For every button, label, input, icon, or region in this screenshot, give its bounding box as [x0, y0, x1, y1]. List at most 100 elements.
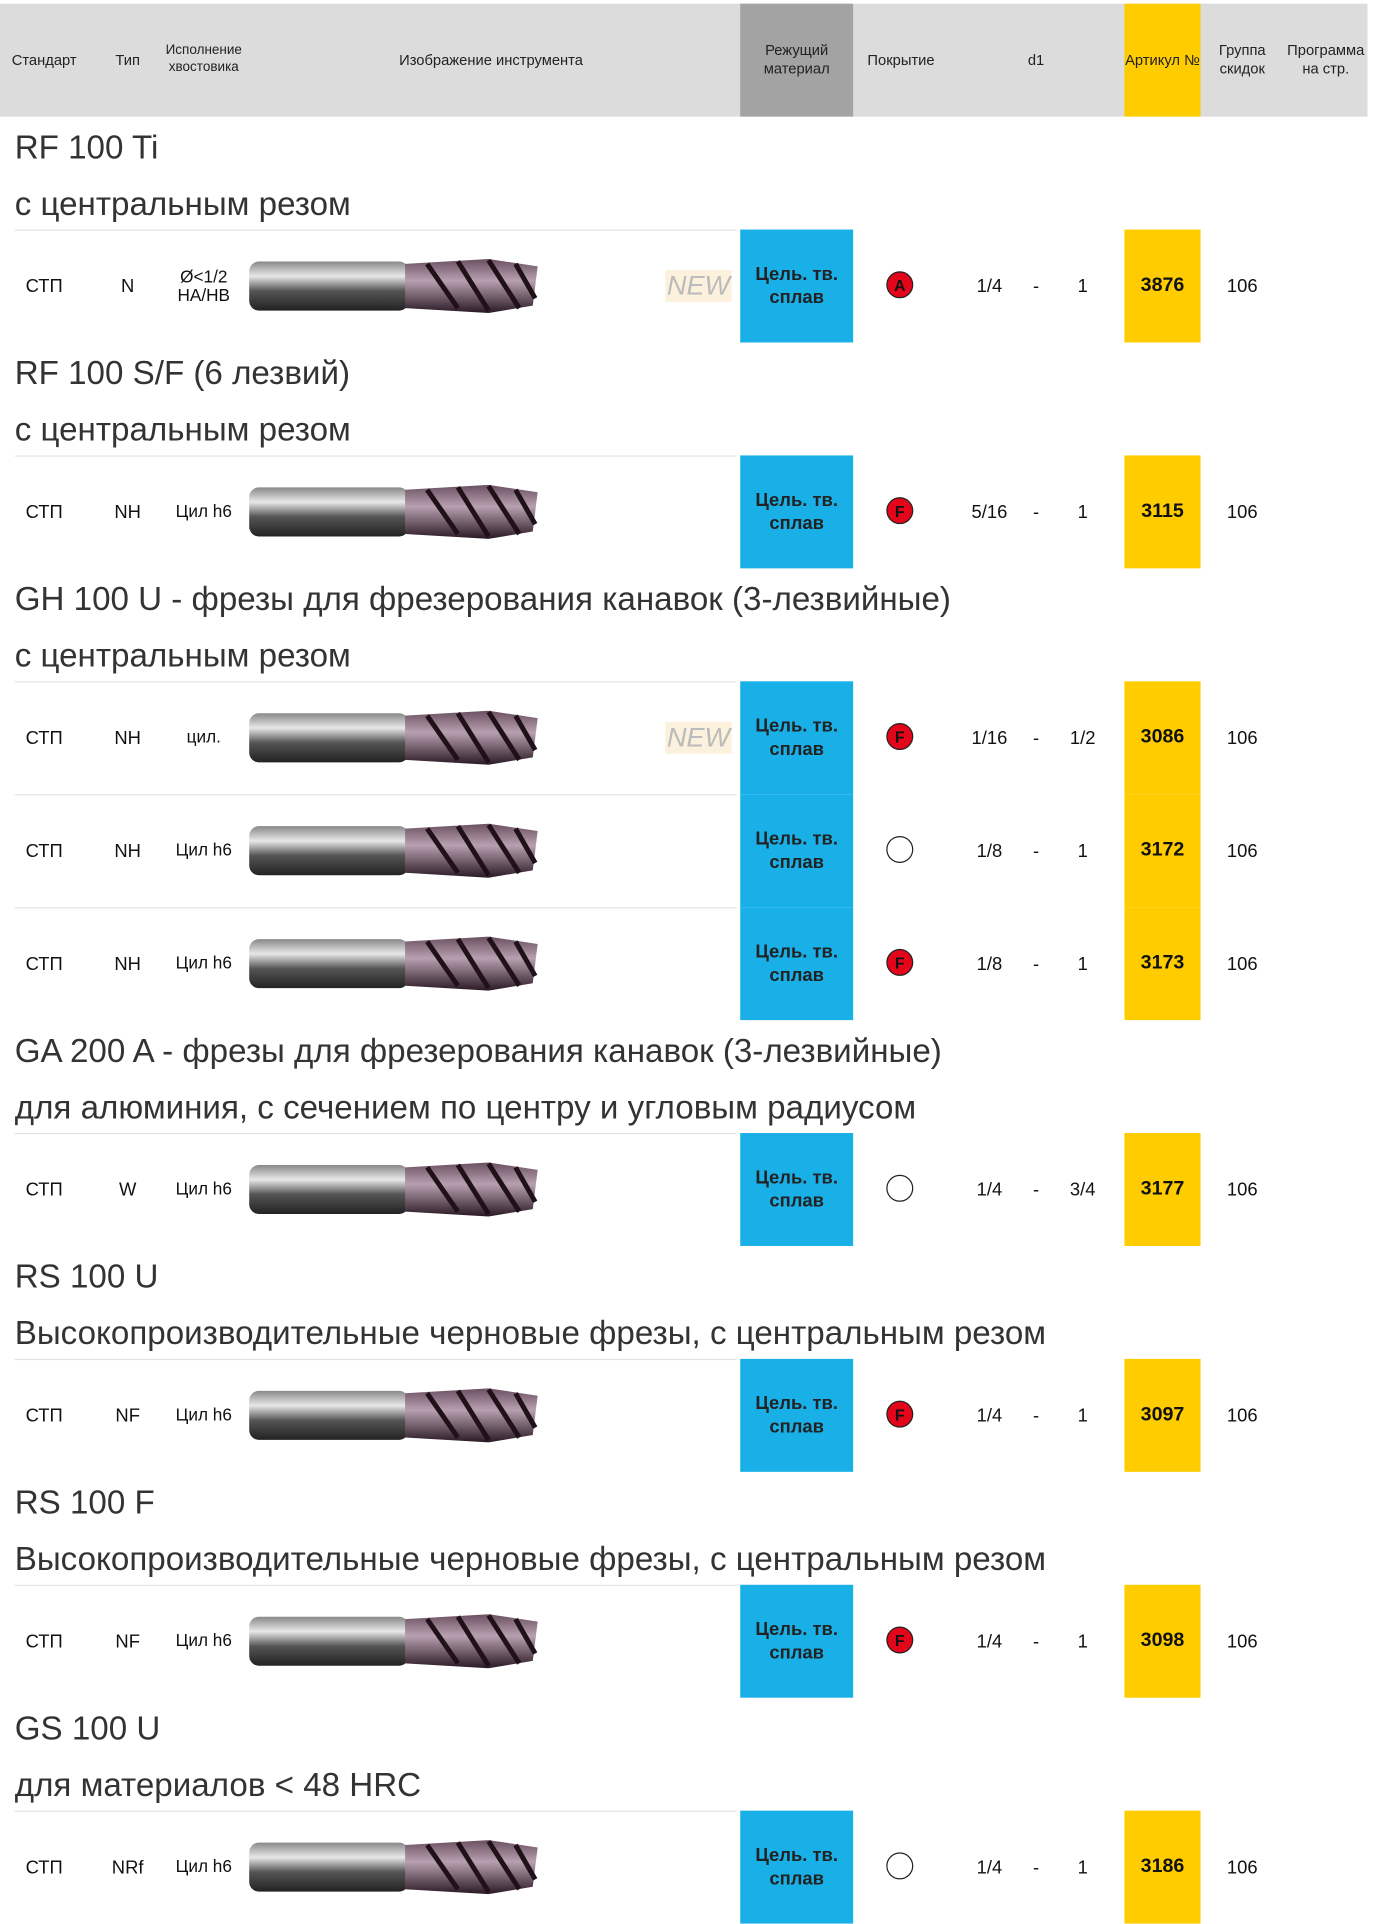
- d1-to: 1: [1046, 1811, 1120, 1924]
- material: Цель. тв. сплав: [740, 907, 853, 1020]
- d1-from: 1/4: [953, 1811, 1027, 1924]
- coating-circle: A: [886, 271, 913, 298]
- new-badge: NEW: [665, 722, 731, 754]
- coating-circle: [886, 836, 913, 863]
- material: Цель. тв. сплав: [740, 1585, 853, 1698]
- d1-dash: -: [1024, 455, 1049, 568]
- section-title: RF 100 S/F (6 лезвий): [15, 352, 350, 394]
- section-subtitle: с центральным резом: [15, 183, 351, 225]
- coating-circle: [886, 1175, 913, 1202]
- shank: Ø<1/2 HA/HB: [155, 230, 253, 343]
- d1-to: 1: [1046, 907, 1120, 1020]
- article: 3115: [1124, 455, 1200, 568]
- d1-from: 1/4: [953, 1359, 1027, 1472]
- d1-dash: -: [1024, 1133, 1049, 1246]
- standard: СТП: [0, 1359, 88, 1472]
- header-cell: Тип: [103, 4, 152, 117]
- type: NF: [103, 1359, 152, 1472]
- group: 106: [1205, 794, 1279, 907]
- header-cell: Артикул №: [1124, 4, 1200, 117]
- d1-from: 1/8: [953, 794, 1027, 907]
- d1-to: 1: [1046, 794, 1120, 907]
- section-subtitle: Высокопроизводительные черновые фрезы, с…: [15, 1312, 1046, 1354]
- d1-dash: -: [1024, 907, 1049, 1020]
- group: 106: [1205, 907, 1279, 1020]
- tool-image: [243, 1830, 550, 1904]
- standard: СТП: [0, 681, 88, 794]
- article: 3177: [1124, 1133, 1200, 1246]
- type: NH: [103, 794, 152, 907]
- section-subtitle: с центральным резом: [15, 635, 351, 677]
- header-cell: Покрытие: [853, 4, 949, 117]
- standard: СТП: [0, 907, 88, 1020]
- material: Цель. тв. сплав: [740, 230, 853, 343]
- group: 106: [1205, 1811, 1279, 1924]
- d1-from: 1/4: [953, 230, 1027, 343]
- article: 3097: [1124, 1359, 1200, 1472]
- type: NH: [103, 455, 152, 568]
- d1-to: 3/4: [1046, 1133, 1120, 1246]
- standard: СТП: [0, 1585, 88, 1698]
- coating-circle: F: [886, 1401, 913, 1428]
- article: 3172: [1124, 794, 1200, 907]
- type: NH: [103, 681, 152, 794]
- group: 106: [1205, 681, 1279, 794]
- type: N: [103, 230, 152, 343]
- coating-circle: [886, 1852, 913, 1879]
- d1-from: 5/16: [953, 455, 1027, 568]
- section-title: RS 100 U: [15, 1256, 159, 1298]
- d1-from: 1/4: [953, 1585, 1027, 1698]
- material: Цель. тв. сплав: [740, 455, 853, 568]
- coating-circle: F: [886, 949, 913, 976]
- article: 3086: [1124, 681, 1200, 794]
- type: NF: [103, 1585, 152, 1698]
- d1-from: 1/4: [953, 1133, 1027, 1246]
- d1-to: 1: [1046, 455, 1120, 568]
- coating-circle: F: [886, 723, 913, 750]
- shank: Цил h6: [155, 1585, 253, 1698]
- article: 3173: [1124, 907, 1200, 1020]
- group: 106: [1205, 230, 1279, 343]
- standard: СТП: [0, 1133, 88, 1246]
- type: NRf: [103, 1811, 152, 1924]
- section-subtitle: с центральным резом: [15, 409, 351, 451]
- material: Цель. тв. сплав: [740, 1133, 853, 1246]
- header-cell: Группа скидок: [1205, 4, 1279, 117]
- group: 106: [1205, 1133, 1279, 1246]
- d1-to: 1/2: [1046, 681, 1120, 794]
- coating-circle: F: [886, 1627, 913, 1654]
- tool-image: [243, 927, 550, 1001]
- type: NH: [103, 907, 152, 1020]
- material: Цель. тв. сплав: [740, 681, 853, 794]
- header-cell: Исполнение хвостовика: [155, 4, 253, 117]
- shank: цил.: [155, 681, 253, 794]
- tool-image: [243, 1604, 550, 1678]
- coating-circle: F: [886, 497, 913, 524]
- d1-dash: -: [1024, 794, 1049, 907]
- type: W: [103, 1133, 152, 1246]
- section-title: RS 100 F: [15, 1482, 155, 1524]
- shank: Цил h6: [155, 1811, 253, 1924]
- tool-image: [243, 1379, 550, 1453]
- section-title: GA 200 A - фрезы для фрезерования канаво…: [15, 1030, 942, 1072]
- page: Стандарт Тип Исполнение хвостовика Изобр…: [0, 0, 1381, 1922]
- standard: СТП: [0, 230, 88, 343]
- article: 3186: [1124, 1811, 1200, 1924]
- d1-from: 1/8: [953, 907, 1027, 1020]
- article: 3876: [1124, 230, 1200, 343]
- material: Цель. тв. сплав: [740, 1811, 853, 1924]
- material: Цель. тв. сплав: [740, 1359, 853, 1472]
- section-subtitle: для материалов < 48 HRC: [15, 1764, 421, 1806]
- shank: Цил h6: [155, 794, 253, 907]
- d1-dash: -: [1024, 1811, 1049, 1924]
- tool-image: [243, 249, 550, 323]
- new-badge: NEW: [665, 270, 731, 302]
- group: 106: [1205, 455, 1279, 568]
- header-cell: Стандарт: [0, 4, 88, 117]
- standard: СТП: [0, 1811, 88, 1924]
- header-cell: Режущий материал: [740, 4, 853, 117]
- standard: СТП: [0, 794, 88, 907]
- section-subtitle: для алюминия, с сечением по центру и угл…: [15, 1086, 916, 1128]
- shank: Цил h6: [155, 1359, 253, 1472]
- group: 106: [1205, 1359, 1279, 1472]
